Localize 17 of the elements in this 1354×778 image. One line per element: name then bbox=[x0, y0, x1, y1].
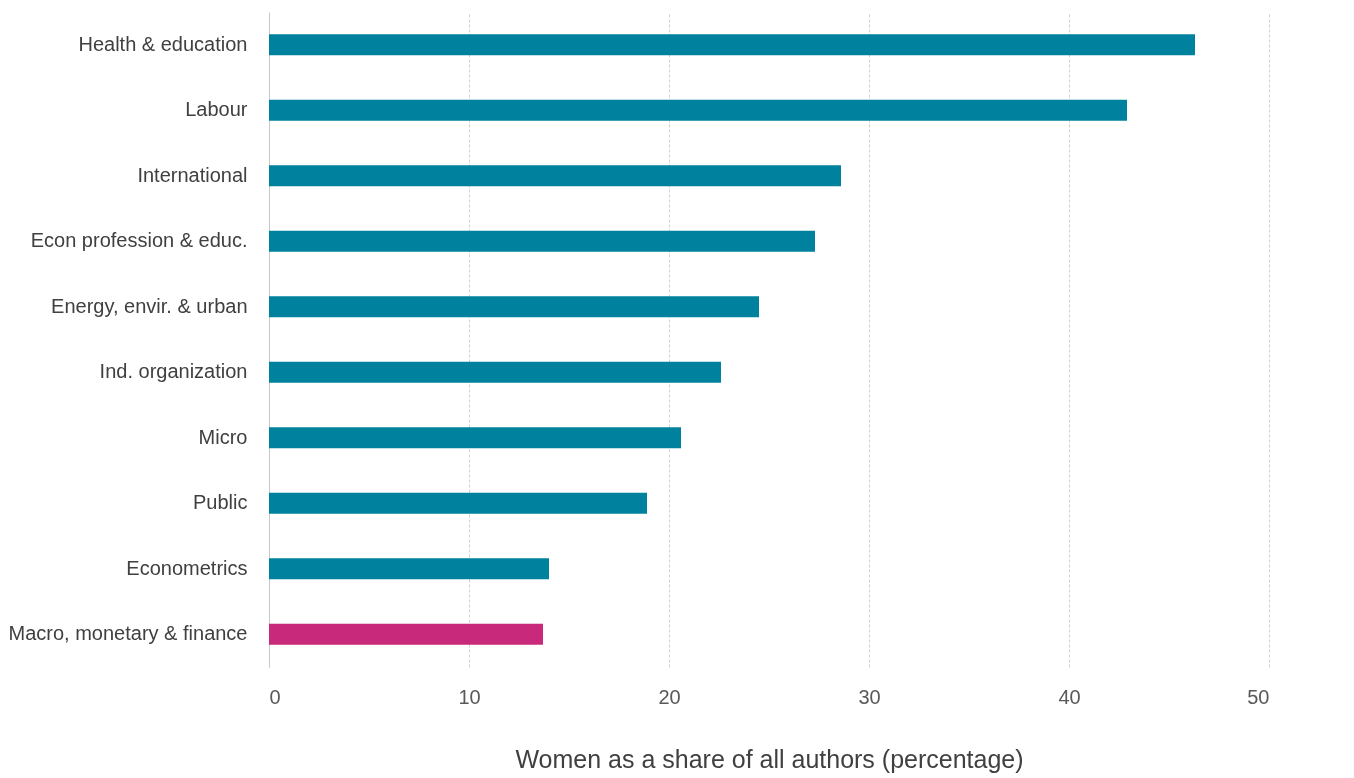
y-tick-label: Public bbox=[193, 491, 248, 514]
y-tick-label: Econ profession & educ. bbox=[30, 229, 248, 252]
y-tick-label: Ind. organization bbox=[99, 360, 248, 383]
y-tick-label: Health & education bbox=[78, 32, 248, 55]
x-tick-label: 40 bbox=[1058, 685, 1081, 708]
x-tick-label: 30 bbox=[858, 685, 881, 708]
y-tick-label: Micro bbox=[198, 425, 248, 448]
y-tick-label: Energy, envir. & urban bbox=[51, 294, 248, 317]
x-tick-label: 50 bbox=[1247, 685, 1270, 708]
y-tick-label: Macro, monetary & finance bbox=[8, 622, 248, 645]
y-tick-label: Econometrics bbox=[126, 556, 248, 579]
x-tick-label: 0 bbox=[269, 685, 281, 708]
y-tick-label: International bbox=[137, 163, 248, 186]
x-tick-label: 10 bbox=[458, 685, 481, 708]
y-tick-label: Labour bbox=[185, 98, 248, 121]
x-axis-title: Women as a share of all authors (percentage) bbox=[515, 744, 1024, 773]
x-tick-label: 20 bbox=[658, 685, 681, 708]
